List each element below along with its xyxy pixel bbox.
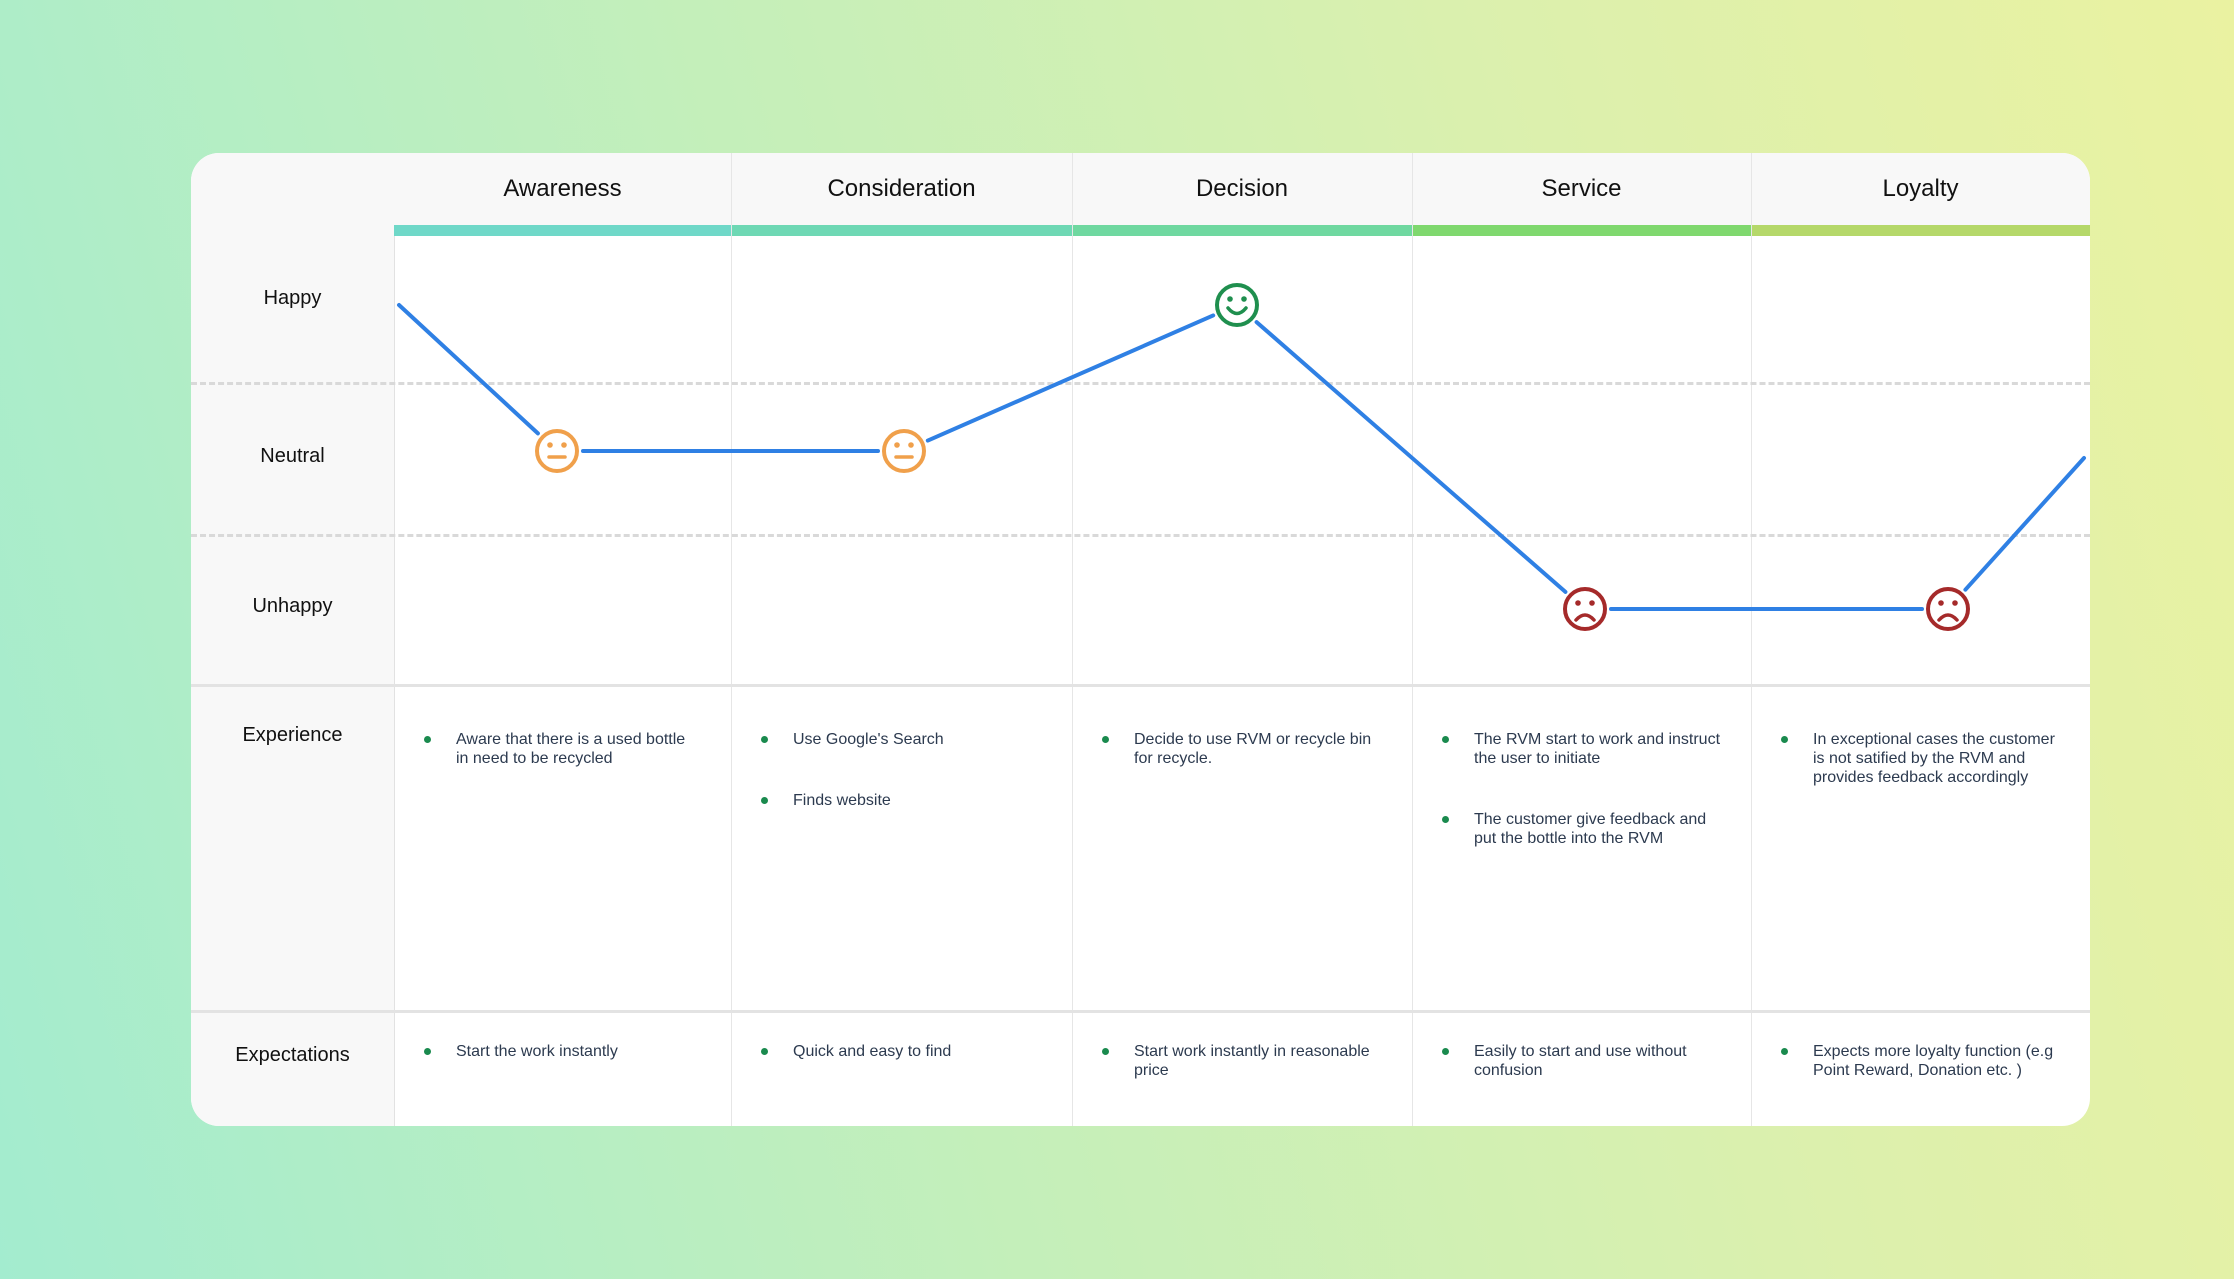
phase-title-consideration: Consideration — [827, 175, 976, 202]
phase-color-bar-loyalty — [1751, 225, 2090, 236]
experience-cell-consideration: Use Google's Search Finds website — [761, 730, 1042, 852]
bullet-icon — [1442, 1048, 1449, 1055]
experience-item: Aware that there is a used bottle in nee… — [424, 730, 701, 768]
expectation-item: Start work instantly in reasonable price — [1102, 1042, 1382, 1080]
bullet-icon — [1442, 816, 1449, 823]
phase-title-loyalty: Loyalty — [1882, 175, 1959, 202]
phase-title-awareness: Awareness — [503, 175, 622, 202]
experience-cell-awareness: Aware that there is a used bottle in nee… — [424, 730, 701, 810]
phase-color-bar-awareness — [394, 225, 731, 236]
bullet-icon — [1102, 1048, 1109, 1055]
phase-color-bar-consideration — [731, 225, 1072, 236]
experience-item: The RVM start to work and instruct the u… — [1442, 730, 1721, 768]
bullet-icon — [761, 1048, 768, 1055]
expectation-text: Easily to start and use without confusio… — [1474, 1043, 1687, 1079]
emotion-label-unhappy: Unhappy — [252, 595, 333, 617]
bullet-icon — [424, 736, 431, 743]
experience-item: Use Google's Search — [761, 730, 1042, 749]
phase-title-decision: Decision — [1195, 175, 1289, 202]
experience-cell-decision: Decide to use RVM or recycle bin for rec… — [1102, 730, 1382, 810]
bullet-icon — [761, 797, 768, 804]
column-divider — [731, 153, 732, 1126]
expectation-item: Expects more loyalty function (e.g Point… — [1781, 1042, 2060, 1080]
experience-item: In exceptional cases the customer is not… — [1781, 730, 2060, 787]
bullet-icon — [1102, 736, 1109, 743]
smiley-face-icon — [1215, 283, 1259, 327]
experience-text: Use Google's Search — [793, 731, 944, 748]
curve-segment — [925, 313, 1216, 443]
experience-cell-loyalty: In exceptional cases the customer is not… — [1781, 730, 2060, 829]
emotion-label-happy: Happy — [263, 287, 322, 309]
neutral-unhappy-divider — [191, 534, 2090, 537]
emotion-curve — [397, 283, 2086, 631]
experience-item: The customer give feedback and put the b… — [1442, 810, 1721, 848]
experience-item: Finds website — [761, 791, 1042, 810]
expectation-cell-loyalty: Expects more loyalty function (e.g Point… — [1781, 1042, 2060, 1122]
bullet-icon — [424, 1048, 431, 1055]
experience-section-divider — [191, 1010, 2090, 1013]
emotion-section-divider — [191, 684, 2090, 687]
bullet-icon — [1442, 736, 1449, 743]
expectation-text: Start work instantly in reasonable price — [1134, 1043, 1370, 1079]
happy-neutral-divider — [191, 382, 2090, 385]
column-divider — [1072, 153, 1073, 1126]
expectation-item: Easily to start and use without confusio… — [1442, 1042, 1721, 1080]
phase-title-service: Service — [1541, 175, 1622, 202]
neutral-face-icon — [535, 429, 579, 473]
experience-text: The RVM start to work and instruct the u… — [1474, 731, 1721, 767]
expectation-item: Quick and easy to find — [761, 1042, 1042, 1061]
bullet-icon — [1781, 1048, 1788, 1055]
experience-text: Decide to use RVM or recycle bin for rec… — [1134, 731, 1372, 767]
expectation-cell-consideration: Quick and easy to find — [761, 1042, 1042, 1103]
emotion-label-neutral: Neutral — [260, 445, 325, 467]
expectation-cell-service: Easily to start and use without confusio… — [1442, 1042, 1721, 1122]
column-divider — [1412, 153, 1413, 1126]
sad-face-icon — [1563, 587, 1607, 631]
expectation-cell-decision: Start work instantly in reasonable price — [1102, 1042, 1382, 1122]
curve-segment-exit — [1963, 456, 2086, 592]
experience-row-label: Experience — [242, 724, 343, 746]
journey-map-card: Awareness Consideration Decision Service Loy… — [191, 153, 2090, 1126]
experience-text: Aware that there is a used bottle in nee… — [456, 731, 686, 767]
curve-segment — [1254, 320, 1568, 594]
phase-color-bar-decision — [1072, 225, 1412, 236]
phase-header-row — [394, 153, 2090, 225]
expectation-text: Start the work instantly — [456, 1043, 618, 1060]
bullet-icon — [1781, 736, 1788, 743]
row-label-column — [191, 153, 395, 1126]
sad-face-icon — [1926, 587, 1970, 631]
bullet-icon — [761, 736, 768, 743]
expectation-item: Start the work instantly — [424, 1042, 701, 1061]
experience-text: In exceptional cases the customer is not… — [1813, 731, 2055, 786]
experience-text: Finds website — [793, 792, 891, 809]
experience-item: Decide to use RVM or recycle bin for rec… — [1102, 730, 1382, 768]
curve-segment-entry — [397, 303, 540, 436]
phase-color-bar-service — [1412, 225, 1751, 236]
expectations-row-label: Expectations — [235, 1044, 350, 1066]
experience-text: The customer give feedback and put the b… — [1474, 811, 1707, 847]
neutral-face-icon — [882, 429, 926, 473]
expectation-cell-awareness: Start the work instantly — [424, 1042, 701, 1103]
expectation-text: Expects more loyalty function (e.g Point… — [1813, 1043, 2054, 1079]
expectation-text: Quick and easy to find — [793, 1043, 952, 1060]
experience-cell-service: The RVM start to work and instruct the u… — [1442, 730, 1721, 890]
column-divider — [1751, 153, 1752, 1126]
